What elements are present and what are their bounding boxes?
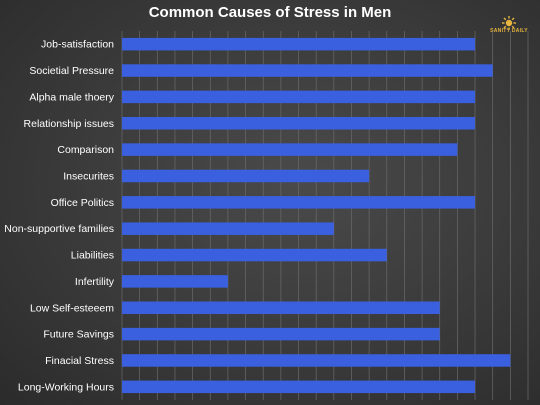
brand-logo: SANITY DAILY (486, 16, 532, 38)
category-label: Finacial Stress (45, 355, 114, 367)
bar (122, 275, 228, 288)
category-label: Alpha male thoery (29, 91, 114, 103)
bar (122, 248, 387, 262)
brand-logo-text: SANITY DAILY (490, 28, 528, 34)
bar (122, 169, 370, 183)
bar (122, 327, 440, 341)
category-label: Low Self-esteeem (30, 302, 114, 314)
category-label: Insecurites (63, 170, 114, 182)
category-label: Job-satisfaction (41, 39, 114, 51)
bar (122, 117, 476, 130)
category-label: Office Politics (51, 197, 114, 209)
category-label: Infertility (75, 276, 115, 288)
sunburst-icon (502, 16, 516, 30)
bar (122, 37, 476, 51)
category-label: Future Savings (43, 329, 114, 341)
chart-title: Common Causes of Stress in Men (148, 4, 392, 21)
category-label: Long-Working Hours (18, 381, 114, 393)
bar (122, 143, 458, 156)
category-label: Relationship issues (24, 118, 114, 130)
bar (122, 64, 493, 77)
category-label: Non-supportive families (4, 223, 114, 235)
bar (122, 380, 476, 394)
category-label: Comparison (57, 144, 114, 156)
bar (122, 301, 440, 314)
bar (122, 222, 334, 235)
bar (122, 196, 476, 209)
bar (122, 354, 511, 367)
bar (122, 90, 476, 104)
category-label: Liabilities (71, 250, 114, 262)
category-label: Societial Pressure (29, 65, 114, 77)
